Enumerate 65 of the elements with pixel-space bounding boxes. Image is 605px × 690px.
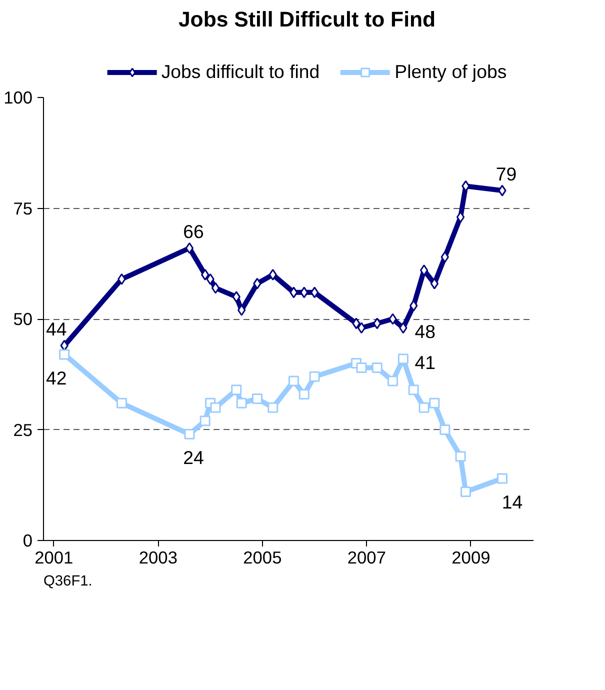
point: [440, 251, 449, 263]
y-tick-label: 100: [4, 88, 33, 108]
x-tick-label: 2009: [452, 548, 490, 568]
point: [408, 384, 419, 396]
x-tick-label: 2005: [243, 548, 282, 568]
point: [298, 389, 310, 400]
point: [455, 451, 466, 462]
point: [185, 242, 194, 254]
point: [201, 268, 210, 280]
data-label: 79: [496, 164, 517, 185]
point: [410, 300, 418, 312]
point: [460, 486, 471, 498]
point: [372, 362, 382, 373]
point: [236, 398, 247, 408]
point: [268, 268, 277, 280]
point: [210, 402, 221, 413]
data-label: 42: [46, 367, 67, 388]
point: [206, 273, 214, 285]
point: [118, 273, 126, 285]
legend-label: Plenty of jobs: [394, 61, 507, 83]
y-tick-label: 50: [13, 309, 33, 329]
point: [418, 402, 430, 413]
data-label: 24: [183, 447, 204, 468]
point: [268, 402, 278, 413]
point: [357, 322, 366, 334]
point: [252, 393, 262, 404]
data-label: 66: [183, 221, 204, 242]
point: [388, 376, 398, 386]
point: [388, 313, 397, 325]
point: [498, 184, 506, 196]
point: [430, 278, 439, 290]
y-tick-label: 0: [22, 530, 33, 550]
point: [309, 371, 320, 382]
x-tick-label: 2001: [34, 548, 74, 568]
point: [211, 282, 220, 294]
legend-label: Jobs difficult to find: [161, 61, 320, 83]
point: [231, 384, 242, 396]
x-tick-label: 2007: [347, 548, 386, 568]
point: [440, 424, 450, 435]
data-label: 48: [414, 320, 436, 342]
point: [352, 318, 360, 330]
point: [496, 473, 508, 484]
point: [398, 354, 408, 364]
point: [59, 349, 70, 360]
point: [429, 398, 440, 408]
data-label: 14: [502, 491, 523, 512]
point: [290, 286, 298, 298]
point: [288, 376, 299, 386]
point: [399, 322, 408, 334]
point: [373, 318, 382, 330]
point: [356, 362, 367, 373]
point: [200, 416, 210, 426]
text: Q36F1.: [44, 574, 92, 590]
y-tick-label: 25: [13, 420, 33, 440]
point: [300, 286, 308, 298]
data-label: 41: [414, 352, 436, 373]
data-label: 44: [46, 318, 67, 340]
chart-title: Jobs Still Difficult to Find: [178, 8, 436, 32]
point: [253, 278, 262, 290]
y-tick-label: 75: [13, 198, 33, 218]
point: [116, 398, 127, 408]
point: [310, 286, 319, 298]
point: [184, 428, 195, 440]
x-tick-label: 2003: [138, 548, 178, 568]
point: [232, 291, 240, 303]
